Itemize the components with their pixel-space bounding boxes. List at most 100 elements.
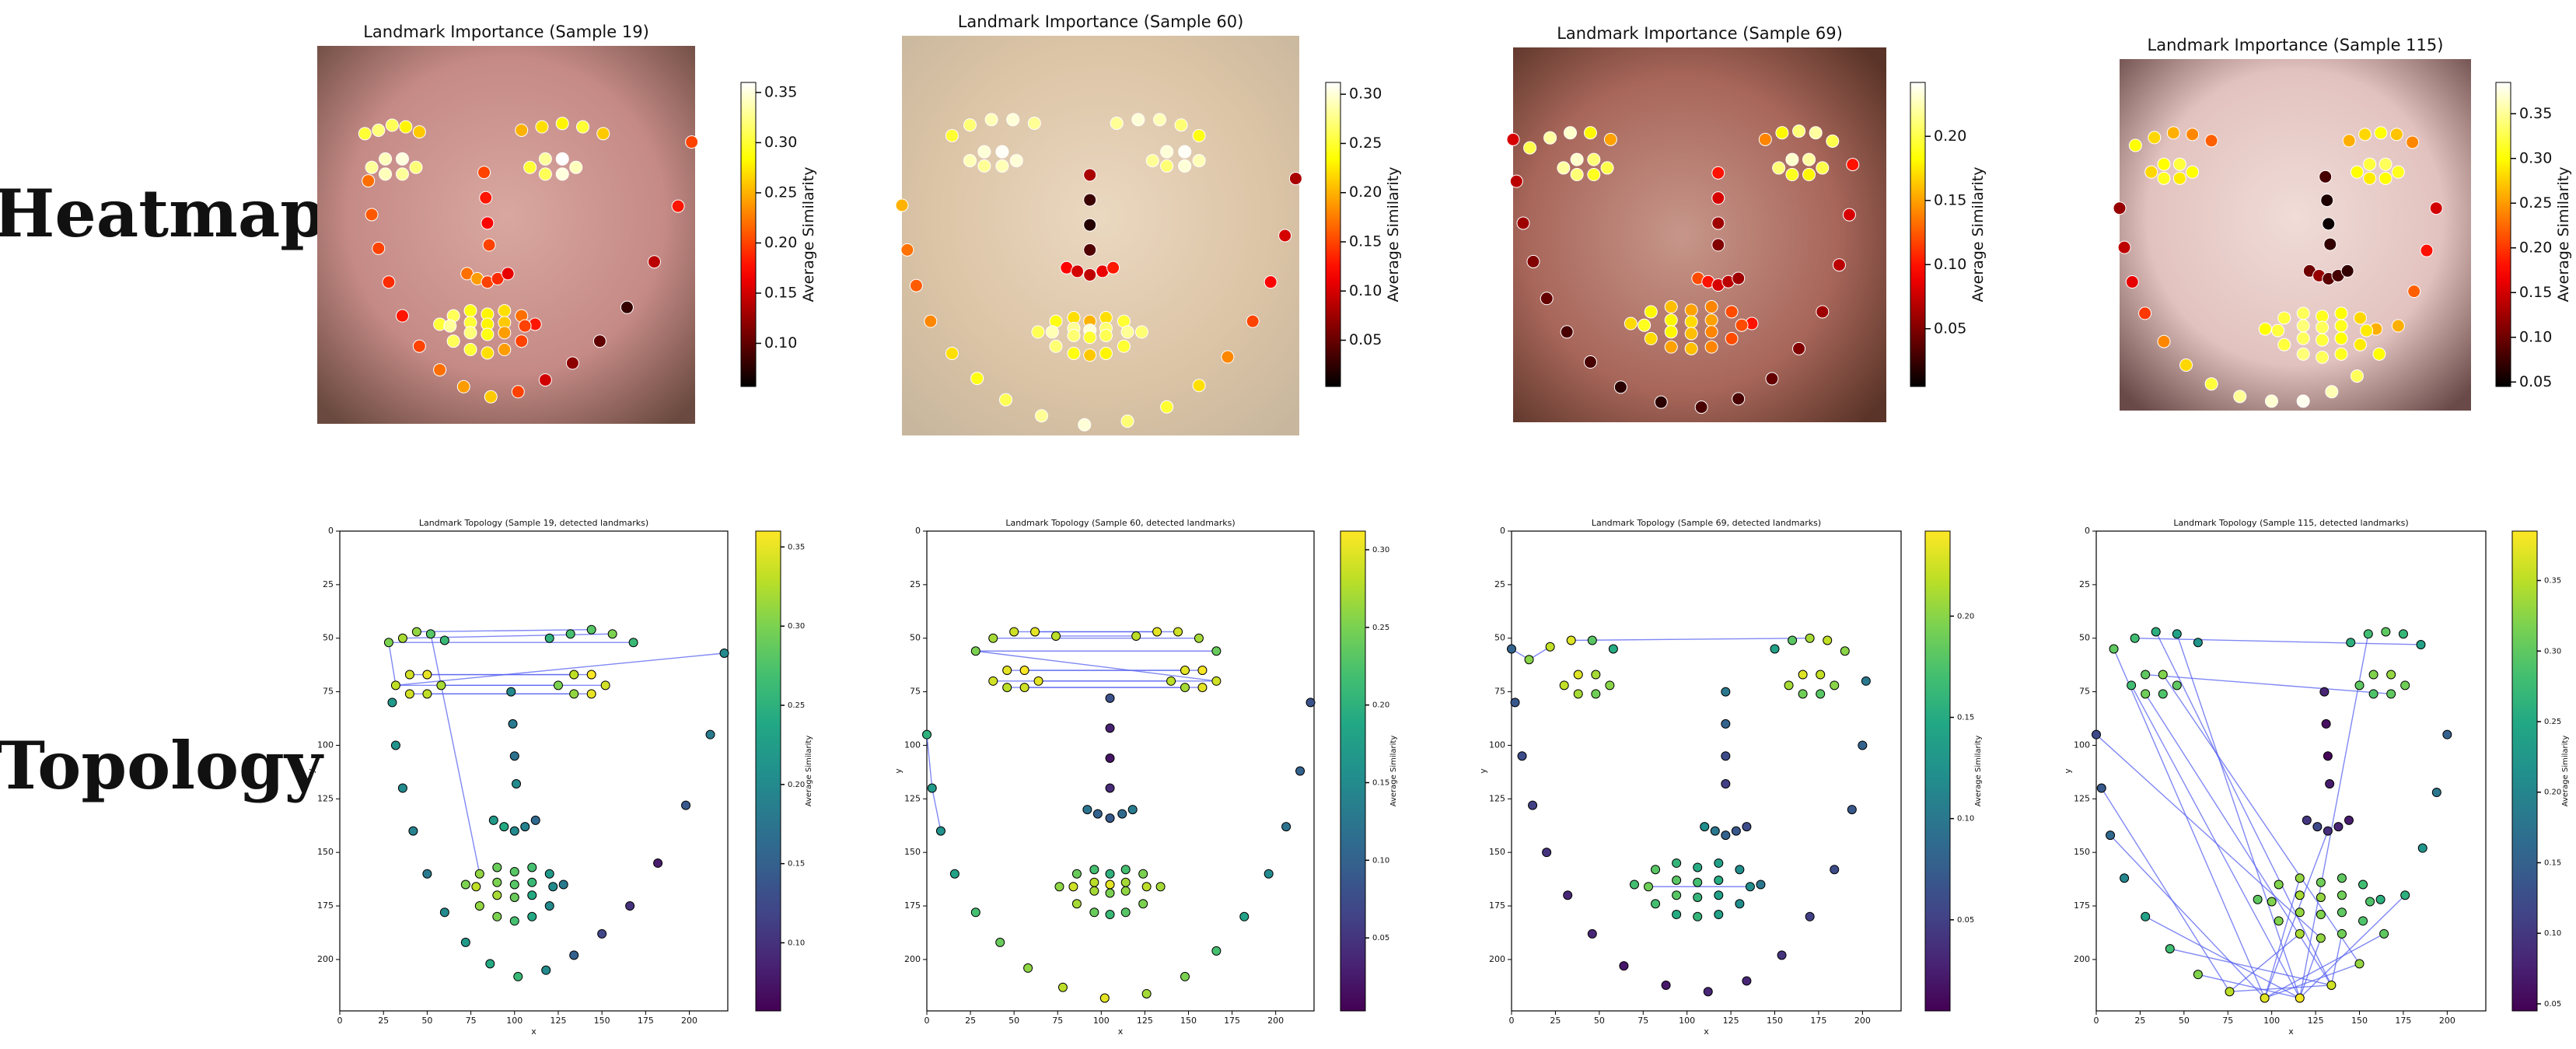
x-tick-label: 200	[2439, 1016, 2455, 1026]
landmark-point	[2381, 627, 2391, 637]
landmark-dot	[463, 343, 477, 357]
landmark-point	[544, 633, 554, 643]
landmark-point	[1619, 961, 1629, 971]
landmark-dot	[1570, 152, 1584, 166]
colorbar-tick-label: 0.15	[764, 284, 797, 301]
y-tick-label: 150	[317, 847, 334, 857]
colorbar-tick-label: 0.10	[788, 939, 805, 947]
landmark-point	[653, 858, 663, 868]
landmark-point	[1120, 886, 1131, 896]
landmark-point	[2325, 779, 2335, 789]
landmark-dot	[1664, 340, 1678, 354]
landmark-point	[404, 689, 414, 699]
landmark-dot	[1509, 174, 1523, 188]
landmark-dot	[895, 198, 909, 212]
colorbar-tick-label: 0.30	[1349, 86, 1382, 103]
landmark-point	[2319, 687, 2330, 697]
landmark-dot	[446, 334, 460, 348]
landmark-point	[1155, 882, 1166, 892]
x-tick-label: 25	[378, 1016, 389, 1026]
landmark-point	[1030, 627, 1040, 637]
landmark-dot	[970, 372, 984, 386]
landmark-point	[1672, 910, 1682, 920]
x-tick-label: 100	[2263, 1016, 2280, 1026]
landmark-dot	[2320, 194, 2334, 208]
x-tick-label: 150	[1180, 1016, 1197, 1026]
topology-edge	[2299, 634, 2369, 998]
landmark-dot	[1624, 316, 1638, 330]
landmark-point	[1693, 877, 1703, 887]
topology-edge	[2144, 916, 2301, 999]
landmark-point	[2141, 689, 2151, 699]
topology-edge	[2155, 631, 2333, 986]
landmark-dot	[501, 267, 515, 281]
landmark-dot	[1570, 168, 1584, 182]
landmark-point	[492, 877, 502, 887]
landmark-dot	[2379, 157, 2392, 171]
landmark-dot	[995, 159, 1009, 173]
x-tick-label: 125	[1137, 1016, 1153, 1026]
landmark-point	[1721, 779, 1731, 789]
y-tick-label: 175	[2074, 900, 2090, 911]
landmark-point	[1131, 631, 1141, 641]
landmark-dot	[2113, 201, 2127, 215]
landmark-dot	[1704, 325, 1718, 339]
landmark-point	[425, 629, 435, 639]
landmark-dot	[482, 238, 496, 252]
y-tick-label: 25	[910, 579, 921, 589]
topology-edge	[2109, 834, 2266, 998]
landmark-point	[383, 638, 393, 648]
landmark-dot	[1664, 325, 1678, 339]
colorbar-tick-label: 0.15	[788, 860, 805, 869]
landmark-dot	[2277, 311, 2291, 325]
topology-edge	[2134, 638, 2421, 645]
landmark-point	[506, 687, 516, 697]
landmark-point	[1858, 740, 1868, 750]
colorbar	[755, 530, 781, 1012]
colorbar-tick-label: 0.15	[1372, 778, 1389, 787]
colorbar-tick-label: 0.10	[1934, 256, 1966, 273]
landmark-dot	[1785, 152, 1799, 166]
colorbar-tick-label: 0.15	[2544, 858, 2561, 867]
x-tick-label: 175	[1224, 1016, 1240, 1026]
landmark-point	[1861, 676, 1871, 686]
landmark-dot	[1583, 355, 1597, 369]
topology-edge	[2229, 933, 2301, 992]
landmark-dot	[1832, 258, 1846, 272]
landmark-point	[2302, 815, 2312, 825]
landmark-point	[1573, 670, 1583, 680]
topology-edge	[2299, 938, 2322, 998]
landmark-dot	[909, 278, 923, 292]
landmark-point	[460, 937, 470, 947]
landmark-dot	[1067, 346, 1081, 360]
landmark-point	[1644, 882, 1654, 892]
landmark-point	[1105, 693, 1115, 703]
landmark-point	[509, 866, 519, 876]
landmark-dot	[1664, 300, 1678, 314]
y-tick-label: 200	[317, 954, 334, 964]
landmark-dot	[2353, 311, 2367, 325]
landmark-dot	[1288, 172, 1302, 186]
topology-edge	[2145, 673, 2392, 695]
topology-edge	[2130, 684, 2301, 998]
landmark-point	[2130, 633, 2140, 643]
landmark-dot	[1654, 395, 1668, 409]
landmark-point	[1735, 899, 1745, 909]
landmark-dot	[1684, 327, 1698, 341]
y-tick-label: 75	[910, 687, 921, 697]
landmark-point	[2193, 970, 2203, 980]
landmark-point	[1563, 890, 1573, 900]
landmark-dot	[2271, 323, 2285, 337]
landmark-point	[1141, 882, 1152, 892]
landmark-point	[2363, 629, 2373, 639]
landmark-point	[1089, 886, 1099, 896]
landmark-point	[1138, 869, 1148, 879]
landmark-point	[988, 676, 998, 686]
landmark-dot	[2391, 319, 2405, 333]
landmark-point	[1068, 882, 1078, 892]
x-axis-label: x	[1118, 1026, 1124, 1037]
landmark-dot	[592, 334, 606, 348]
face-image	[902, 36, 1299, 435]
landmark-point	[2337, 890, 2347, 900]
landmark-point	[474, 901, 484, 911]
